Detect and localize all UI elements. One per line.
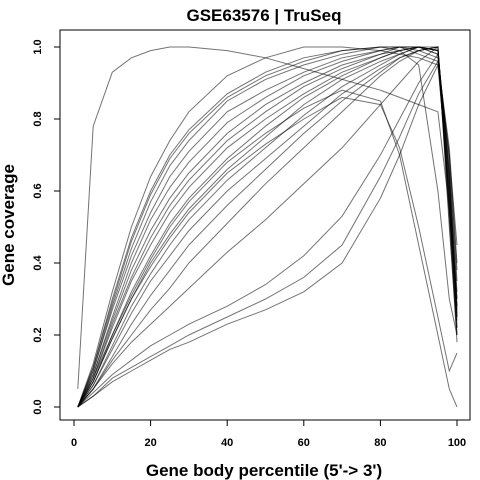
series-lines [77,46,458,408]
x-tick-label: 80 [374,437,386,449]
series-line [77,46,458,408]
series-line [77,46,458,408]
y-tick-label: 0.2 [32,327,44,342]
series-line [77,46,458,408]
x-tick-label: 100 [448,437,466,449]
x-tick-label: 60 [298,437,310,449]
series-line [77,46,458,408]
series-line [77,59,458,408]
chart-title: GSE63576 | TruSeq [186,6,341,25]
y-axis-label: Gene coverage [0,164,18,286]
y-tick-label: 0.6 [32,183,44,198]
series-line [77,63,458,408]
y-tick-label: 0.8 [32,111,44,126]
plot-frame [59,29,471,421]
series-line [77,46,458,408]
x-tick-label: 20 [144,437,156,449]
series-line [77,46,458,408]
y-tick-label: 0.4 [32,254,44,270]
axes: 0 20 40 60 80 100 0.0 0.2 0.4 0.6 0.8 1.0 [32,39,466,449]
series-line [77,46,458,408]
series-line [77,46,458,408]
series-line [77,46,458,408]
y-tick-label: 0.0 [32,399,44,414]
series-line [77,52,458,408]
series-line [77,46,458,408]
x-tick-label: 0 [71,437,77,449]
y-tick-label: 1.0 [32,39,44,54]
x-tick-label: 40 [221,437,233,449]
series-line [77,96,458,408]
series-line [77,46,458,408]
series-line [77,89,458,408]
series-line [77,46,458,408]
series-line [77,46,458,408]
series-line [77,46,458,408]
series-line [77,46,458,408]
x-axis-label: Gene body percentile (5'-> 3') [146,461,382,480]
series-line [77,46,458,408]
